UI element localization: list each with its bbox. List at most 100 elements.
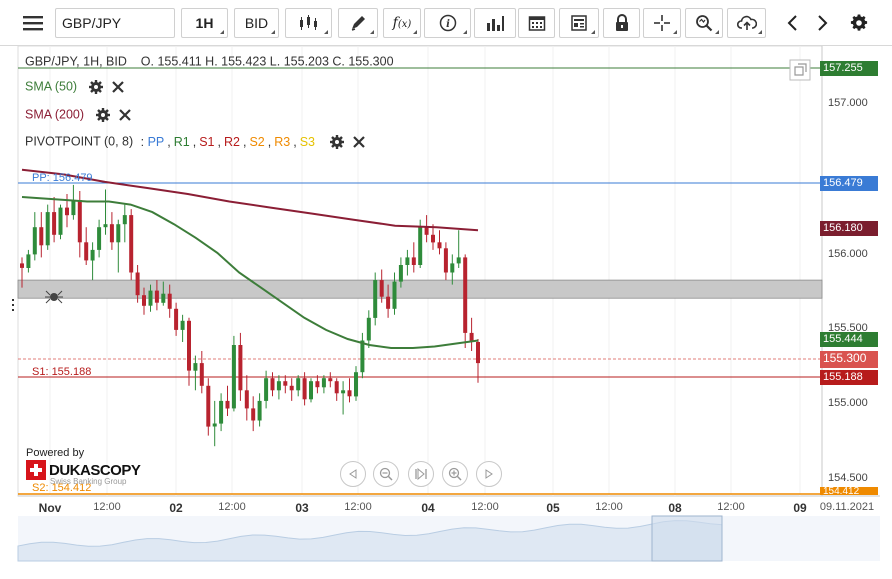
instrument-label: GBP/JPY: [62, 15, 122, 31]
candle-body: [418, 227, 423, 265]
gear-icon[interactable]: [95, 107, 110, 122]
zoom-in-button[interactable]: [442, 461, 468, 487]
candle-body: [405, 257, 410, 265]
y-tick-label: 155.500: [828, 322, 868, 334]
time-tick-label: 09.11.2021: [819, 501, 875, 513]
candle-body: [283, 381, 288, 386]
candle-body: [238, 345, 243, 391]
candle-body: [289, 385, 294, 391]
chart-area[interactable]: GBP/JPY, 1H, BID O. 155.411 H. 155.423 L…: [0, 46, 892, 579]
pivot-label: PIVOTPOINT (0, 8): [25, 134, 134, 149]
drawing-tools-button[interactable]: [338, 8, 378, 38]
menu-button[interactable]: [16, 8, 50, 38]
candle-body: [129, 215, 134, 273]
price-type-label: BID: [244, 15, 269, 31]
sma50-legend: SMA (50): [25, 79, 124, 94]
chevron-right-icon: [817, 15, 827, 31]
nav-prev-button[interactable]: [340, 461, 366, 487]
price-chart[interactable]: [0, 46, 892, 579]
gear-icon[interactable]: [88, 79, 103, 94]
vertical-grid: [49, 46, 801, 496]
upload-button[interactable]: [727, 8, 766, 38]
navigator-window[interactable]: [651, 515, 723, 562]
scroll-left-button[interactable]: [779, 8, 806, 38]
dropdown-corner-icon: [271, 30, 275, 34]
pivot-item-s3: S3: [299, 135, 316, 150]
pivot-item-pp: PP: [147, 135, 165, 150]
price-label-s2: 154.412: [820, 487, 878, 495]
pivot-handle[interactable]: [12, 299, 14, 311]
gear-icon: [850, 14, 868, 31]
ohlc-text: GBP/JPY, 1H, BID O. 155.411 H. 155.423 L…: [25, 54, 394, 69]
info-button[interactable]: i: [424, 8, 471, 38]
instrument-selector[interactable]: GBP/JPY: [55, 8, 175, 38]
pivot-legend: PIVOTPOINT (0, 8) : PP, R1, S1, R2, S2, R3, S3: [25, 134, 365, 149]
volume-button[interactable]: [474, 8, 516, 38]
y-tick-label: 157.000: [828, 97, 868, 109]
nav-next-button[interactable]: [476, 461, 502, 487]
candle-body: [366, 317, 371, 341]
scroll-right-button[interactable]: [808, 8, 835, 38]
candle-body: [77, 200, 82, 243]
lock-icon: [615, 14, 628, 31]
y-tick-label: 156.000: [828, 248, 868, 260]
time-tick-label: 12:00: [218, 501, 246, 513]
dropdown-corner-icon: [324, 30, 328, 34]
candle-body: [386, 296, 391, 309]
chart-type-button[interactable]: [285, 8, 332, 38]
close-icon[interactable]: [353, 135, 365, 148]
candle-body: [373, 280, 378, 318]
sma50-line: [21, 196, 479, 349]
candle-body: [334, 381, 339, 394]
candle-body: [52, 212, 57, 235]
swiss-cross-icon: [26, 460, 46, 480]
candle-body: [84, 242, 89, 261]
candle-body: [476, 342, 480, 364]
candles: [20, 184, 480, 447]
pivot-item-r2: R2: [224, 135, 240, 150]
sma200-line: [21, 168, 479, 232]
candle-body: [135, 272, 140, 296]
settings-button[interactable]: [845, 8, 873, 38]
template-button[interactable]: [559, 8, 599, 38]
candle-body: [212, 423, 217, 427]
crosshair-button[interactable]: [643, 8, 681, 38]
triangle-left-icon: [349, 469, 357, 479]
hamburger-icon: [23, 16, 43, 31]
candle-body: [328, 378, 333, 382]
expand-box[interactable]: [789, 59, 811, 81]
candle-body: [103, 224, 108, 228]
close-icon[interactable]: [112, 80, 124, 93]
candle-body: [437, 242, 442, 249]
candle-body: [206, 385, 211, 427]
candle-body: [398, 265, 403, 282]
zoom-button[interactable]: [685, 8, 723, 38]
s1-line-label: S1: 155.188: [32, 366, 92, 378]
dukascopy-logo: DUKASCOPY: [26, 460, 141, 480]
cloud-upload-icon: [736, 15, 757, 30]
y-tick-label: 155.000: [828, 397, 868, 409]
candle-body: [116, 224, 121, 243]
reset-icon: [415, 467, 427, 481]
timeframe-selector[interactable]: 1H: [181, 8, 228, 38]
candle-body: [90, 249, 95, 261]
time-tick-label: 03: [295, 501, 309, 515]
lock-button[interactable]: [603, 8, 640, 38]
candle-body: [219, 400, 224, 424]
close-icon[interactable]: [119, 108, 131, 121]
pivot-item-r1: R1: [173, 135, 190, 150]
indicators-button[interactable]: f(x): [383, 8, 421, 38]
dropdown-corner-icon: [220, 30, 224, 34]
calendar-button[interactable]: [518, 8, 555, 38]
candle-body: [58, 207, 63, 235]
candle-body: [180, 320, 185, 330]
zoom-out-button[interactable]: [373, 461, 399, 487]
svg-text:i: i: [446, 19, 450, 30]
price-type-selector[interactable]: BID: [234, 8, 279, 38]
candle-body: [360, 340, 365, 373]
triangle-right-icon: [485, 469, 493, 479]
reset-view-button[interactable]: [408, 461, 434, 487]
gear-icon[interactable]: [329, 134, 344, 149]
candles-icon: [299, 15, 317, 30]
candle-body: [32, 227, 37, 255]
